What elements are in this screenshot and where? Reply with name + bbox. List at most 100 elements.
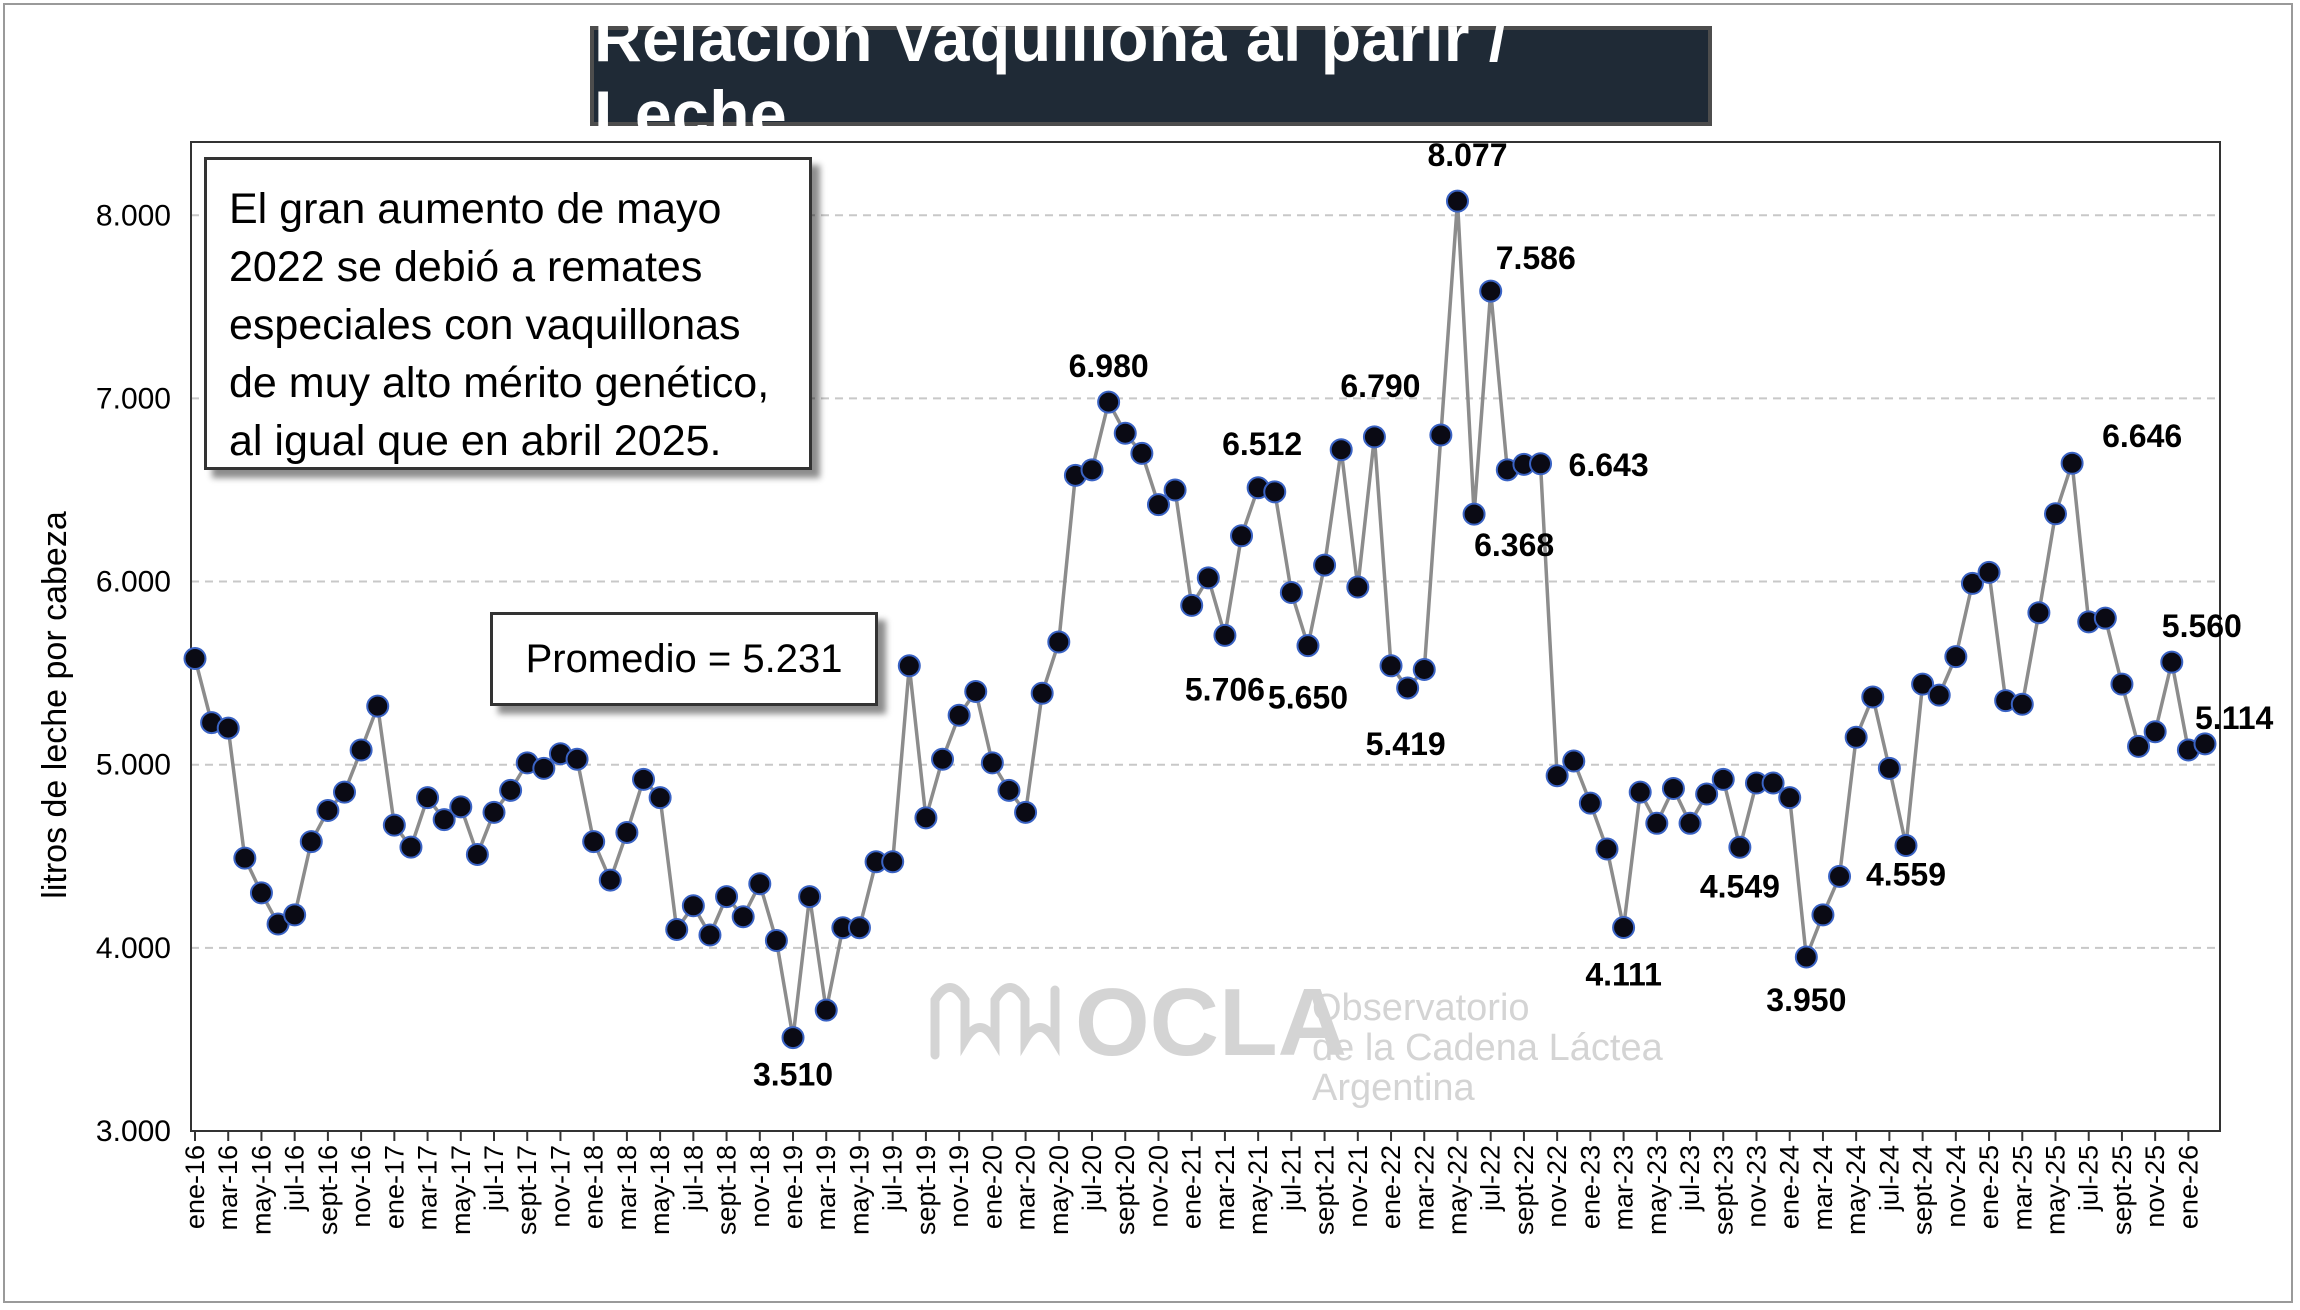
- data-point: [1661, 777, 1685, 801]
- x-tick-label: nov-21: [1343, 1145, 1373, 1228]
- data-point: [881, 850, 905, 874]
- x-tick-label: may-17: [446, 1145, 476, 1235]
- x-tick-label: sept-18: [712, 1145, 742, 1235]
- watermark-brand: OCLA: [1075, 969, 1347, 1076]
- y-tick-label: 8.000: [96, 199, 171, 232]
- y-tick-label: 7.000: [96, 382, 171, 415]
- data-point: [1379, 654, 1403, 678]
- x-tick-label: ene-20: [977, 1145, 1007, 1229]
- data-point: [980, 751, 1004, 775]
- data-point: [1180, 593, 1204, 617]
- data-point: [299, 830, 323, 854]
- x-tick-label: ene-26: [2173, 1145, 2203, 1229]
- data-point: [499, 778, 523, 802]
- data-point: [1362, 425, 1386, 449]
- x-tick-label: may-22: [1442, 1145, 1472, 1235]
- series-group: [183, 189, 2217, 1050]
- x-tick-label: nov-23: [1741, 1145, 1771, 1228]
- data-point: [1014, 800, 1038, 824]
- x-tick-label: nov-17: [545, 1145, 575, 1228]
- x-tick-label: nov-20: [1143, 1145, 1173, 1228]
- data-label: 8.077: [1427, 137, 1507, 173]
- data-point: [1861, 685, 1885, 709]
- data-point: [1130, 441, 1154, 465]
- x-tick-label: ene-19: [778, 1145, 808, 1229]
- x-tick-label: nov-16: [346, 1145, 376, 1228]
- x-tick-label: jul-20: [1077, 1145, 1107, 1212]
- data-point: [1445, 189, 1469, 213]
- data-point: [1296, 634, 1320, 658]
- ocla-watermark: OCLA Observatorio de la Cadena Láctea Ar…: [930, 969, 1664, 1109]
- x-tick-label: sept-23: [1708, 1145, 1738, 1235]
- x-tick-label: jul-25: [2074, 1145, 2104, 1212]
- x-tick-label: mar-17: [413, 1145, 443, 1231]
- data-point: [764, 929, 788, 953]
- data-point: [2093, 606, 2117, 630]
- y-axis-ticks: 3.000 4.000 5.000 6.000 7.000 8.000: [96, 199, 171, 1148]
- x-tick-label: ene-25: [1974, 1145, 2004, 1229]
- x-tick-label: mar-25: [2007, 1145, 2037, 1231]
- data-point: [1578, 791, 1602, 815]
- data-point: [465, 842, 489, 866]
- y-axis-label: litros de leche por cabeza: [36, 511, 74, 899]
- data-point: [997, 778, 1021, 802]
- data-point: [1927, 683, 1951, 707]
- data-label: 5.706: [1185, 671, 1265, 707]
- data-point: [1778, 786, 1802, 810]
- data-point: [1645, 811, 1669, 835]
- data-point: [598, 868, 622, 892]
- data-point: [316, 798, 340, 822]
- data-point: [2160, 650, 2184, 674]
- data-label: 4.111: [1585, 957, 1662, 993]
- x-tick-label: jul-23: [1675, 1145, 1705, 1212]
- data-point: [1163, 478, 1187, 502]
- x-tick-label: sept-16: [313, 1145, 343, 1235]
- data-point: [1877, 756, 1901, 780]
- x-tick-label: ene-16: [180, 1145, 210, 1229]
- x-tick-label: mar-16: [213, 1145, 243, 1231]
- data-point: [2143, 720, 2167, 744]
- data-point: [1313, 553, 1337, 577]
- data-point: [632, 767, 656, 791]
- x-tick-label: nov-24: [1941, 1145, 1971, 1228]
- data-point: [1944, 645, 1968, 669]
- data-point: [1545, 764, 1569, 788]
- x-tick-label: jul-17: [479, 1145, 509, 1212]
- data-point: [2193, 732, 2217, 756]
- data-point: [1811, 903, 1835, 927]
- data-label: 5.419: [1366, 726, 1446, 762]
- x-tick-label: jul-24: [1874, 1145, 1904, 1212]
- data-point: [2010, 692, 2034, 716]
- data-point: [681, 894, 705, 918]
- data-point: [382, 813, 406, 837]
- data-point: [748, 872, 772, 896]
- x-tick-label: may-20: [1044, 1145, 1074, 1235]
- data-point: [665, 918, 689, 942]
- x-tick-label: jul-21: [1276, 1145, 1306, 1212]
- data-point: [1977, 560, 2001, 584]
- data-point: [1529, 452, 1553, 476]
- data-point: [1595, 837, 1619, 861]
- data-point: [1695, 782, 1719, 806]
- data-point: [1146, 493, 1170, 517]
- data-point: [249, 881, 273, 905]
- x-tick-label: ene-17: [379, 1145, 409, 1229]
- data-point: [914, 806, 938, 830]
- average-label: Promedio = 5.231: [490, 612, 878, 706]
- data-point: [416, 786, 440, 810]
- y-tick-label: 5.000: [96, 749, 171, 782]
- x-tick-label: mar-19: [811, 1145, 841, 1231]
- x-tick-label: sept-22: [1509, 1145, 1539, 1235]
- data-point: [1113, 421, 1137, 445]
- data-label: 6.512: [1222, 426, 1302, 462]
- data-point: [1894, 833, 1918, 857]
- data-point: [648, 786, 672, 810]
- data-label: 6.646: [2102, 418, 2182, 454]
- x-tick-label: ene-21: [1177, 1145, 1207, 1229]
- x-tick-label: ene-23: [1575, 1145, 1605, 1229]
- data-point: [1728, 835, 1752, 859]
- y-tick-label: 3.000: [96, 1115, 171, 1148]
- x-tick-label: mar-21: [1210, 1145, 1240, 1231]
- x-tick-label: nov-19: [944, 1145, 974, 1228]
- watermark-line2: de la Cadena Láctea: [1312, 1027, 1664, 1069]
